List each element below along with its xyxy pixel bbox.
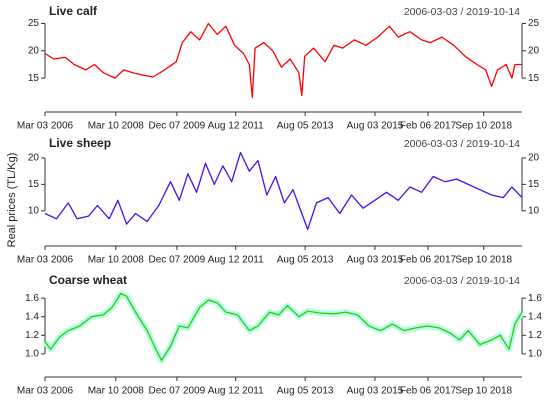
x-tick-label: Aug 05 2013	[277, 255, 334, 266]
y-tick-label: 1.0	[25, 348, 39, 359]
panel-title: Live calf	[49, 4, 98, 18]
x-tick-label: Dec 07 2009	[149, 386, 206, 397]
y-tick-label: 10	[28, 205, 40, 216]
panel-title: Live sheep	[49, 136, 111, 150]
y-tick-label: 15	[28, 179, 40, 190]
x-tick-label: Sep 10 2018	[455, 121, 512, 132]
line-halo	[42, 290, 525, 364]
y-tick-label-right: 1.6	[528, 293, 542, 304]
panel-subtitle: 2006-03-03 / 2019-10-14	[404, 138, 520, 150]
x-tick-label: Feb 06 2017	[400, 255, 457, 266]
x-tick-label: Mar 10 2008	[88, 386, 145, 397]
y-tick-label: 1.4	[25, 311, 39, 322]
x-tick-label: Aug 03 2015	[347, 255, 404, 266]
x-tick-label: Mar 03 2006	[17, 121, 74, 132]
x-tick-label: Mar 03 2006	[17, 386, 74, 397]
y-tick-label-right: 15	[528, 73, 540, 84]
x-tick-label: Dec 07 2009	[149, 121, 206, 132]
x-tick-label: Mar 10 2008	[88, 255, 145, 266]
x-tick-label: Aug 03 2015	[347, 386, 404, 397]
y-tick-label-right: 25	[528, 18, 540, 29]
x-tick-label: Aug 03 2015	[347, 121, 404, 132]
y-axis-label: Real prices (TL/Kg)	[6, 153, 18, 248]
y-tick-label: 15	[28, 73, 40, 84]
y-tick-label: 1.6	[25, 293, 39, 304]
panel-subtitle: 2006-03-03 / 2019-10-14	[404, 6, 520, 18]
x-tick-label: Aug 12 2011	[208, 121, 264, 132]
x-tick-label: Sep 10 2018	[455, 255, 512, 266]
line	[44, 22, 522, 98]
panel-title: Coarse wheat	[49, 273, 127, 287]
x-tick-label: Feb 06 2017	[400, 121, 457, 132]
panel-subtitle: 2006-03-03 / 2019-10-14	[404, 275, 520, 287]
y-tick-label-right: 1.0	[528, 348, 542, 359]
x-tick-label: Aug 12 2011	[208, 255, 264, 266]
y-tick-label-right: 1.4	[528, 311, 542, 322]
line	[44, 292, 523, 362]
x-tick-label: Aug 12 2011	[208, 386, 264, 397]
x-tick-label: Mar 03 2006	[17, 255, 74, 266]
y-tick-label: 1.2	[25, 330, 39, 341]
x-tick-label: Sep 10 2018	[455, 386, 512, 397]
x-tick-label: Dec 07 2009	[149, 255, 206, 266]
y-tick-label: 20	[28, 153, 40, 164]
y-tick-label: 20	[28, 45, 40, 56]
x-tick-label: Mar 10 2008	[88, 121, 145, 132]
x-tick-label: Feb 06 2017	[400, 386, 457, 397]
y-tick-label-right: 20	[528, 153, 540, 164]
y-tick-label-right: 15	[528, 179, 540, 190]
line	[44, 151, 523, 231]
y-tick-label-right: 1.2	[528, 330, 542, 341]
y-tick-label-right: 20	[528, 45, 540, 56]
x-tick-label: Aug 05 2013	[277, 121, 334, 132]
y-tick-label-right: 10	[528, 205, 540, 216]
y-tick-label: 25	[28, 18, 40, 29]
x-tick-label: Aug 05 2013	[277, 386, 334, 397]
